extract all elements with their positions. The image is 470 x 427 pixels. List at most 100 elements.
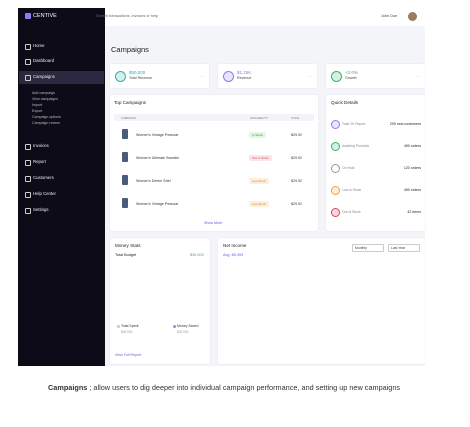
menu-item[interactable]: Home [33,43,45,48]
net-income [218,238,425,364]
view-report[interactable]: View Full Report [115,353,142,357]
card-title: Net Income [223,243,247,248]
sidebar [18,8,105,366]
dropdown [352,244,384,252]
budget: $30,000 [190,253,204,257]
user[interactable]: John Doe [381,14,398,18]
card-title: Top Campaigns [114,100,146,105]
total: $29.92 [291,155,302,160]
badge: In Stock [249,131,266,138]
stat-value: $1,25K [237,70,252,75]
product-image [122,198,128,208]
show-more[interactable]: Show More [204,221,223,225]
money-stats [110,238,210,364]
submenu-item[interactable]: View campaigns [32,97,59,101]
menu-item[interactable]: Settings [33,207,49,212]
search[interactable]: Search transactions, invoices or help [96,14,159,18]
stat-more: … [200,73,204,78]
menu-icon [25,59,31,65]
column-header: CAMPAIGN [121,116,136,120]
detail-icon [331,207,340,217]
menu-icon [25,192,31,198]
page-title: Campaigns [111,45,149,54]
stat-more: … [308,73,312,78]
stat-icon [331,71,342,82]
total: $29.92 [291,132,302,137]
detail-icon [331,141,340,151]
stat-card [326,64,425,88]
menu-item[interactable]: Report [33,159,46,164]
submenu-item[interactable]: Campaign review [32,121,60,125]
badge: Low Stock [249,200,269,207]
menu-item[interactable]: Dashboard [33,58,55,63]
legend-label: Total Spent [121,324,139,328]
detail-label: On Hold [342,165,355,170]
menu-icon [25,144,31,150]
product-image [122,152,128,162]
legend-value: $20,000 [177,330,189,334]
caption: Campaigns ; allow users to dig deeper in… [48,383,418,393]
stat-card [218,64,317,88]
product-image [122,129,128,139]
stat-card [110,64,209,88]
detail-label: Total 2K Report [342,121,366,126]
menu-icon [25,75,31,81]
stat-value: +2.0% [345,70,358,75]
avatar [408,12,417,21]
submenu-item[interactable]: Import [32,103,43,107]
menu-icon [25,160,31,166]
quick-details [326,95,425,231]
stat-more: … [416,73,420,78]
menu-icon [25,44,31,50]
menu-item[interactable]: Invoices [33,143,49,148]
total: $29.92 [291,178,302,183]
total: $29.92 [291,201,302,206]
product-name: Women's Ultimate Sweater [136,155,180,160]
caption-bold: Campaigns [48,383,88,392]
table-header-bg [114,114,314,121]
menu-item[interactable]: Help Center [33,191,56,196]
detail-icon [331,185,340,195]
detail-value: 120 orders [403,165,421,170]
card-title: Money Stats [115,243,141,248]
dropdown-label[interactable]: Last Year [391,245,406,250]
dropdown [388,244,420,252]
dropdown-label[interactable]: Monthly [355,245,367,250]
caption-text: ; allow users to dig deeper into individ… [87,383,401,392]
logo: CENTIVE [33,13,57,19]
legend-dot [173,325,176,328]
submenu-item[interactable]: Add campaign [32,91,55,95]
topbar [105,8,425,26]
stat-icon [223,71,234,82]
logo-icon [25,13,31,19]
column-header: TOTAL [291,116,300,120]
product-name: Women's Vintage Peacoat [136,132,179,137]
card-title: Quick Details [331,100,359,105]
stat-label: Total Revenue [129,76,152,80]
submenu-item[interactable]: Campaign options [32,115,61,119]
product-name: Women's Vintage Peacoat [136,201,179,206]
submenu-item[interactable]: Export [32,109,43,113]
legend-dot [117,325,120,328]
detail-icon [331,119,340,129]
menu-item[interactable]: Customers [33,175,54,180]
badge: Low Stock [249,177,269,184]
legend-value: $40,000 [121,330,133,334]
detail-value: 490 orders [403,143,421,148]
column-header: AVAILABILITY [250,116,268,120]
menu-item[interactable]: Campaigns [33,74,55,79]
detail-value: 490 orders [403,187,421,192]
product-image [122,175,128,185]
stat-icon [115,71,126,82]
stat-label: Revenue [237,76,252,80]
stat-label: Growth [345,76,357,80]
menu-icon [25,208,31,214]
detail-value: 42 items [407,209,421,214]
detail-icon [331,163,340,173]
detail-label: Low in Stock [342,187,362,192]
detail-label: Awaiting Products [342,143,370,148]
menu-icon [25,176,31,182]
detail-label: Out of Stock [342,209,361,214]
budget-label: Total Budget [115,253,137,257]
